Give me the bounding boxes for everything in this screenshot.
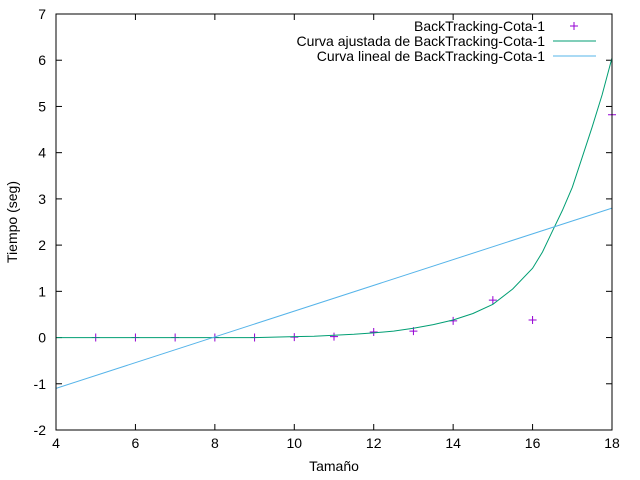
- y-tick-label: 5: [38, 98, 46, 114]
- legend-label: BackTracking-Cota-1: [414, 18, 545, 34]
- fitted-curve-line: [56, 57, 613, 339]
- y-tick-label: 4: [38, 145, 46, 161]
- linear-fit-line: [55, 207, 613, 389]
- tick-marks: [55, 13, 613, 431]
- plot-frame: [55, 13, 613, 431]
- x-tick-label: 8: [211, 435, 219, 451]
- x-tick-label: 4: [52, 435, 60, 451]
- plot-area: [55, 57, 616, 389]
- y-tick-label: 1: [38, 283, 46, 299]
- y-tick-label: -1: [34, 376, 47, 392]
- y-tick-label: 7: [38, 6, 46, 22]
- data-point: [330, 332, 338, 341]
- x-tick-label: 18: [604, 435, 620, 451]
- x-tick-label: 10: [286, 435, 302, 451]
- x-tick-label: 16: [525, 435, 541, 451]
- y-tick-label: -2: [34, 422, 47, 438]
- y-tick-label: 3: [38, 191, 46, 207]
- y-tick-label: 0: [38, 330, 46, 346]
- y-tick-label: 2: [38, 237, 46, 253]
- legend-marker: [570, 22, 578, 30]
- x-axis-label: Tamaño: [309, 458, 359, 474]
- data-point: [488, 296, 497, 305]
- legend-label: Curva lineal de BackTracking-Cota-1: [317, 48, 545, 64]
- data-point: [528, 315, 537, 324]
- x-tick-label: 6: [132, 435, 140, 451]
- legend-label: Curva ajustada de BackTracking-Cota-1: [297, 33, 546, 49]
- y-axis-label: Tiempo (seg): [4, 181, 20, 263]
- x-tick-label: 14: [445, 435, 461, 451]
- y-tick-label: 6: [38, 52, 46, 68]
- data-point: [369, 328, 378, 337]
- x-tick-label: 12: [366, 435, 382, 451]
